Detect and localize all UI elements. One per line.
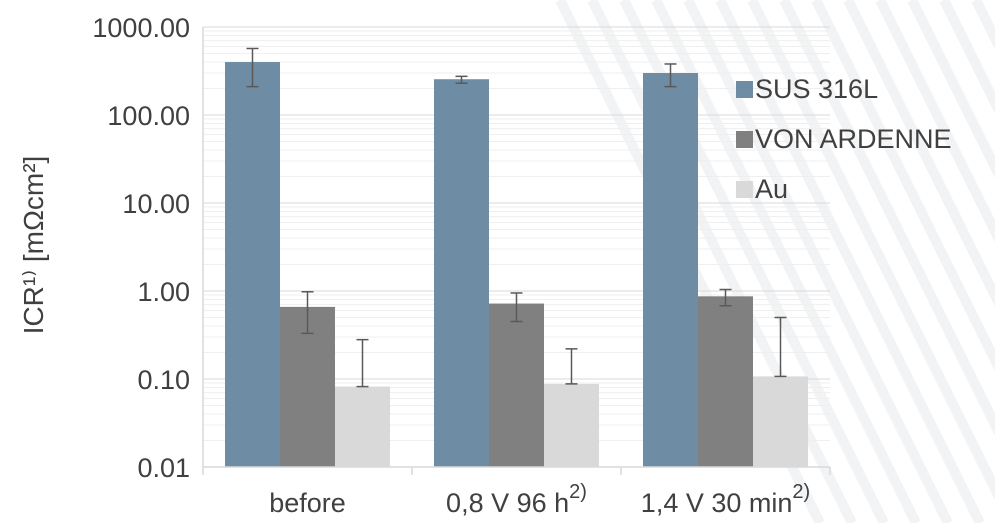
bg-streak bbox=[715, 0, 985, 523]
y-tick-label: 100.00 bbox=[107, 101, 190, 131]
bg-streak bbox=[811, 0, 995, 372]
bar bbox=[335, 386, 390, 467]
bar bbox=[698, 296, 753, 467]
bar bbox=[489, 303, 544, 467]
legend-swatch bbox=[736, 181, 753, 198]
y-tick-label: 10.00 bbox=[122, 189, 190, 219]
y-tick-label: 1.00 bbox=[137, 277, 190, 307]
bar bbox=[544, 383, 599, 467]
bars bbox=[225, 62, 808, 468]
legend-swatch bbox=[736, 131, 753, 148]
bg-streak bbox=[875, 0, 995, 243]
bg-streak bbox=[683, 0, 953, 523]
y-tick-label: 0.10 bbox=[137, 365, 190, 395]
bg-streak bbox=[779, 0, 995, 436]
error-bars bbox=[246, 47, 787, 388]
bg-streak bbox=[651, 0, 921, 523]
bar bbox=[434, 79, 489, 468]
legend-label: SUS 316L bbox=[755, 74, 878, 104]
bg-streak bbox=[587, 0, 857, 523]
legend-label: Au bbox=[755, 174, 788, 204]
legend-label: VON ARDENNE bbox=[755, 124, 952, 154]
bar bbox=[643, 73, 698, 467]
bg-streak bbox=[939, 0, 995, 114]
legend: SUS 316L VON ARDENNE Au bbox=[736, 74, 952, 204]
x-tick-label: before bbox=[269, 488, 346, 518]
x-tick-label: 1,4 V 30 min2) bbox=[641, 481, 810, 518]
bar bbox=[753, 376, 808, 467]
x-tick-label: 0,8 V 96 h2) bbox=[446, 481, 587, 518]
bg-streak bbox=[843, 0, 995, 307]
y-tick-label: 1000.00 bbox=[92, 13, 190, 43]
bar bbox=[225, 62, 280, 467]
y-axis-label: ICR¹⁾ [mΩcm²] bbox=[18, 156, 49, 335]
y-tick-label: 0.01 bbox=[137, 453, 190, 483]
bg-streak bbox=[907, 0, 995, 179]
legend-swatch bbox=[736, 81, 753, 98]
axes: 0.01 0.10 1.00 10.00 100.00 1000.00 before 0,8 … bbox=[92, 13, 831, 518]
bg-streak bbox=[747, 0, 995, 501]
